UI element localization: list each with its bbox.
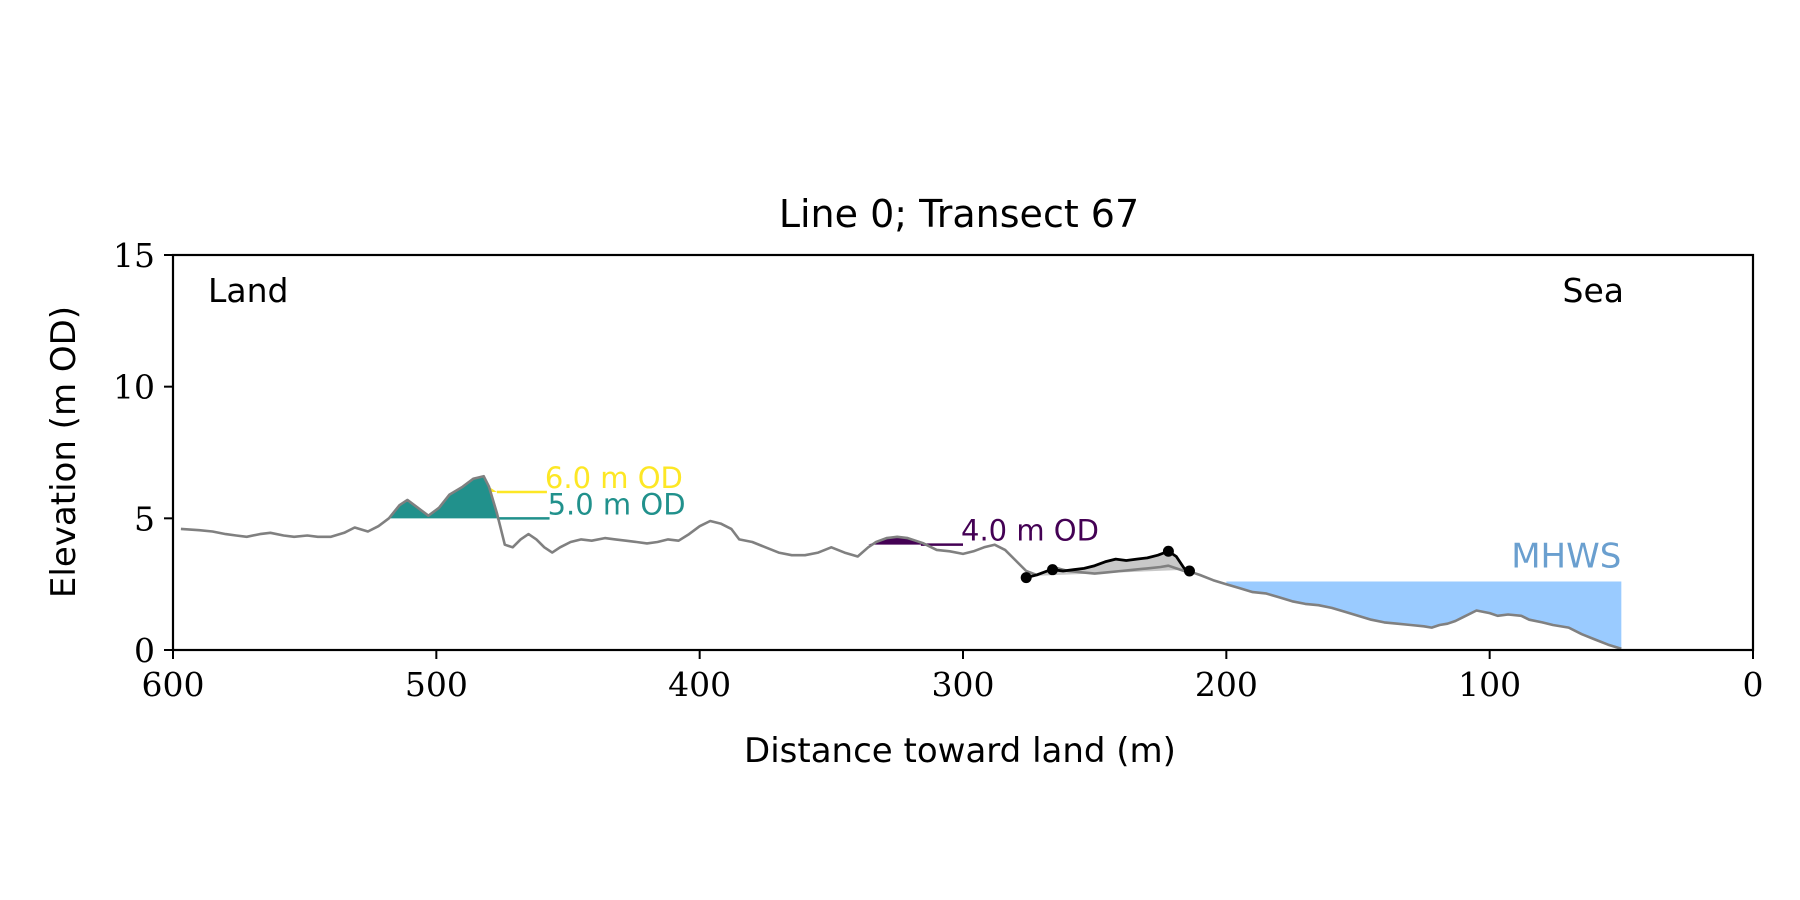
dune-point-2	[1047, 564, 1059, 576]
dune-point-4	[1183, 565, 1195, 577]
y-axis-label: Elevation (m OD)	[44, 306, 84, 598]
mhws-label: MHWS	[1511, 537, 1621, 577]
terrain-profile-line	[180, 474, 1622, 650]
land-label: Land	[208, 271, 288, 310]
x-tick-label-100: 100	[1458, 665, 1521, 704]
y-tick-label-10: 10	[113, 368, 155, 407]
x-tick-label-0: 0	[1743, 665, 1764, 704]
x-tick-label-200: 200	[1195, 665, 1258, 704]
sea-label: Sea	[1563, 271, 1624, 310]
contour-fill-5-0-m-od	[386, 476, 497, 519]
x-tick-label-600: 600	[142, 665, 205, 704]
dune-point-3	[1162, 545, 1174, 557]
chart-title: Line 0; Transect 67	[779, 192, 1139, 236]
x-tick-label-300: 300	[932, 665, 995, 704]
contour-label-6-0-m-od: 6.0 m OD	[545, 461, 683, 495]
x-tick-label-400: 400	[668, 665, 731, 704]
x-tick-label-500: 500	[405, 665, 468, 704]
contour-label-5-0-m-od: 5.0 m OD	[548, 487, 686, 521]
contour-label-4-0-m-od: 4.0 m OD	[961, 514, 1099, 548]
y-tick-label-0: 0	[134, 631, 155, 670]
mhws-area	[1226, 581, 1622, 649]
plot-area: MHWS 6.0 m OD5.0 m OD 4.0 m OD	[180, 461, 1622, 650]
x-axis-label: Distance toward land (m)	[744, 731, 1176, 771]
dune-point-1	[1020, 572, 1032, 584]
y-tick-label-15: 15	[113, 236, 155, 275]
x-axis: 600 500 400 300 200 100 0	[142, 650, 1764, 704]
y-axis: 0 5 10 15	[113, 236, 173, 670]
y-tick-label-5: 5	[134, 499, 155, 538]
